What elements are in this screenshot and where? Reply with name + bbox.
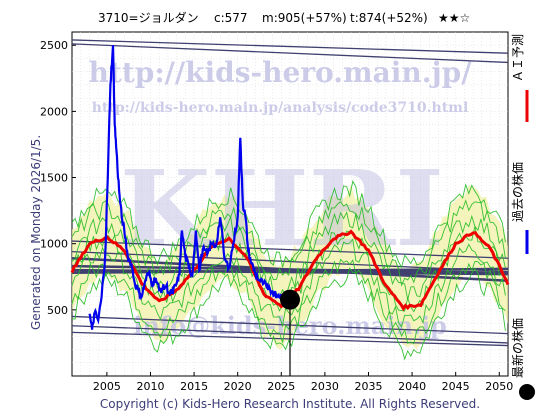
trend-line: [71, 250, 509, 273]
trend-line: [71, 268, 509, 276]
trend-line: [71, 240, 509, 259]
grid: [72, 32, 508, 376]
watermark-url-analysis: http://kids-hero.main.jp/analysis/code37…: [92, 100, 469, 116]
y-tick-label: 500: [47, 304, 68, 317]
copyright: Copyright (c) Kids-Hero Research Institu…: [100, 397, 480, 411]
watermark-url: http://kids-hero.main.jp/: [89, 56, 473, 89]
trend-line: [71, 39, 509, 54]
y-tick-label: 1000: [40, 238, 68, 251]
x-tick-label: 2050: [485, 380, 513, 393]
x-tick-label: 2005: [93, 380, 121, 393]
trend-line: [71, 267, 509, 275]
generated-date: Generated on Monday 2026/1/5.: [29, 135, 43, 330]
header-title: 3710=ジョルダン: [98, 10, 199, 25]
legend-ai-label: ＡＩ予測: [511, 34, 525, 82]
x-tick-label: 2030: [311, 380, 339, 393]
x-tick-label: 2020: [224, 380, 252, 393]
header-median: m:905(+57%): [262, 11, 347, 25]
x-tick-label: 2025: [267, 380, 295, 393]
header-current: c:577: [214, 11, 248, 25]
past-price-line: [88, 45, 283, 330]
x-tick-label: 2040: [398, 380, 426, 393]
green-projection-line: [71, 211, 506, 300]
header-stars: ★★☆: [438, 11, 470, 25]
green-projection-line: [71, 258, 506, 345]
green-projection-line: [71, 199, 506, 287]
y-tick-label: 1500: [40, 172, 68, 185]
x-tick-label: 2010: [136, 380, 164, 393]
legend: 最新の株価 過去の株価 ＡＩ予測: [510, 34, 535, 400]
legend-latest-marker: [519, 384, 535, 400]
y-axis: 500 1000 1500 2000 2500: [40, 39, 76, 317]
y-tick-label: 2500: [40, 39, 68, 52]
trend-line: [71, 43, 509, 64]
x-tick-label: 2045: [442, 380, 470, 393]
green-projection-line: [71, 267, 506, 361]
y-tick-label: 2000: [40, 105, 68, 118]
x-tick-label: 2015: [180, 380, 208, 393]
watermark-logo: KHRI: [120, 147, 444, 270]
legend-past-label: 過去の株価: [510, 162, 525, 222]
legend-latest-label: 最新の株価: [510, 318, 525, 378]
green-projection-line: [71, 180, 506, 269]
header-target: t:874(+52%): [350, 11, 428, 25]
x-tick-label: 2035: [354, 380, 382, 393]
green-projection-line: [71, 238, 506, 328]
x-axis: 2005 2010 2015 2020 2025 2030 2035 2040 2045 2050: [93, 372, 513, 393]
latest-price-marker: [280, 289, 300, 310]
